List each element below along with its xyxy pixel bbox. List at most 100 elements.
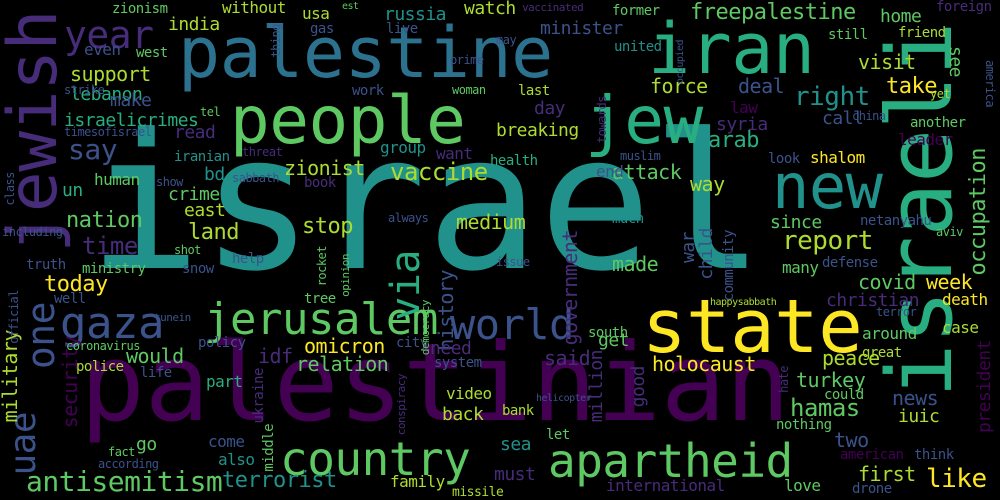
word-peace: peace	[822, 346, 880, 370]
word-class: class	[3, 172, 17, 206]
word-israelicrimes: israelicrimes	[64, 110, 199, 131]
word-nothing: nothing	[776, 417, 832, 433]
word-always: always	[388, 211, 429, 225]
word-police: police	[76, 359, 124, 375]
word-sabbath: sabbath	[232, 171, 280, 185]
word-home: home	[880, 6, 922, 27]
word-east: east	[184, 200, 226, 221]
word-omicron: omicron	[304, 334, 385, 358]
word-usa: usa	[302, 4, 330, 23]
word-need: need	[430, 338, 472, 359]
word-visit: visit	[858, 50, 916, 74]
word-russia: russia	[384, 4, 447, 25]
word-sea: sea	[500, 434, 532, 455]
word-timesofisrael: timesofisrael	[64, 125, 152, 139]
word-see: see	[945, 46, 966, 78]
word-american: american	[840, 447, 904, 463]
word-like: like	[926, 464, 987, 494]
word-minister: minister	[540, 18, 623, 39]
word-would: would	[126, 344, 184, 368]
word-international: international	[606, 476, 725, 495]
word-community: community	[721, 230, 737, 302]
word-un: un	[62, 180, 83, 201]
word-book: book	[304, 175, 336, 191]
word-even: even	[84, 40, 121, 59]
word-opinion: opinion	[339, 254, 352, 297]
word-people: people	[230, 82, 466, 159]
word-conspiracy: conspiracy	[395, 374, 408, 436]
word-leader: leader	[898, 130, 953, 149]
word-today: today	[44, 272, 108, 297]
word-relation: relation	[296, 352, 389, 376]
word-watch: watch	[464, 0, 516, 19]
word-news: news	[892, 386, 939, 410]
word-well: well	[54, 291, 86, 307]
word-middle: middle	[261, 424, 277, 472]
word-woman: woman	[452, 83, 486, 97]
word-drone: drone	[852, 481, 892, 497]
word-take: take	[886, 74, 937, 99]
word-two: two	[834, 428, 869, 452]
word-towards: towards	[595, 96, 609, 144]
word-million: million	[586, 350, 607, 423]
word-good: good	[628, 366, 649, 408]
word-iuic: iuic	[898, 406, 940, 427]
word-made: made	[612, 252, 659, 276]
word-hate: hate	[777, 366, 791, 393]
word-ministry: ministry	[82, 261, 146, 277]
word-terrorist: terrorist	[222, 468, 337, 493]
word-strike: strike	[64, 83, 105, 97]
word-tunein: tunein	[154, 311, 191, 324]
word-jerusalem: jerusalem	[204, 294, 438, 345]
word-shot: shot	[174, 243, 201, 257]
word-right: right	[794, 82, 870, 112]
word-zionism: zionism	[112, 1, 168, 17]
word-health: health	[490, 153, 538, 169]
word-life: life	[140, 365, 172, 381]
word-state: state	[642, 284, 863, 370]
word-help: help	[232, 251, 264, 267]
word-look: look	[768, 151, 800, 167]
word-day: day	[534, 98, 566, 119]
word-arab: arab	[708, 128, 759, 153]
word-also: also	[218, 450, 255, 469]
word-part: part	[206, 372, 243, 391]
word-many: many	[782, 258, 819, 277]
word-time: time	[82, 232, 138, 260]
word-coronavirus: coronavirus	[66, 339, 140, 353]
word-shalom: shalom	[810, 148, 865, 167]
word-apartheid: apartheid	[548, 434, 793, 488]
word-yet: yet	[930, 87, 951, 101]
word-year: year	[64, 13, 154, 57]
word-report: report	[782, 226, 873, 256]
word-tel: tel	[200, 105, 221, 119]
word-turkey: turkey	[796, 368, 866, 392]
word-want: want	[436, 144, 473, 163]
word-christian: christian	[826, 290, 920, 311]
word-prime: prime	[450, 53, 484, 67]
word-could: could	[824, 387, 864, 403]
word-first: first	[858, 462, 916, 486]
word-policy: policy	[198, 335, 246, 351]
word-world: world	[450, 300, 574, 349]
word-former: former	[612, 3, 660, 19]
word-one: one	[19, 302, 63, 370]
word-jew: jew	[585, 82, 703, 159]
word-idf: idf	[258, 344, 293, 368]
word-palestine: palestine	[178, 12, 553, 94]
word-may: may	[496, 33, 517, 47]
word-go: go	[136, 434, 157, 455]
word-child: child	[696, 228, 717, 280]
word-hamas: hamas	[790, 394, 860, 422]
word-snow: snow	[182, 261, 214, 277]
word-truth: truth	[26, 257, 66, 273]
word-system: system	[434, 355, 482, 371]
word-iranian: iranian	[174, 149, 230, 165]
word-deal: deal	[738, 74, 785, 98]
word-united: united	[614, 39, 662, 55]
word-foreign: foreign	[936, 0, 992, 15]
word-way: way	[690, 172, 725, 196]
word-crime: crime	[168, 184, 220, 205]
word-week: week	[926, 270, 973, 294]
